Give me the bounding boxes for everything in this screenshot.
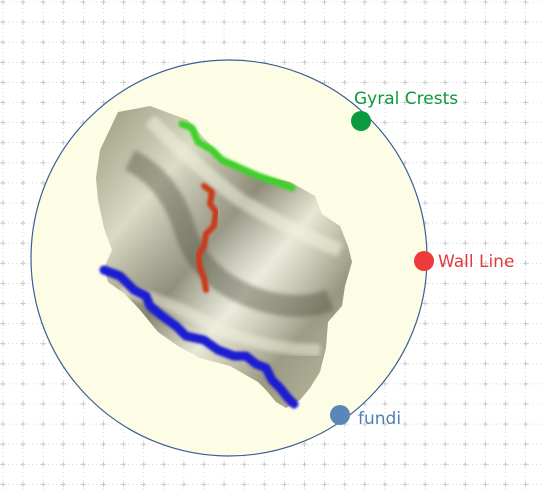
fundi-label: fundi bbox=[358, 409, 401, 429]
gyral-crests-marker bbox=[351, 111, 371, 131]
cortical-surface-patch bbox=[96, 106, 352, 409]
surface-fold-shadow bbox=[124, 150, 335, 317]
wall-line bbox=[195, 183, 219, 293]
legend-wall-line: Wall Line bbox=[414, 251, 514, 272]
wall-line-label: Wall Line bbox=[438, 252, 514, 272]
wall-line-marker bbox=[414, 251, 434, 271]
fundi-line bbox=[99, 265, 299, 409]
gyral-crests-label: Gyral Crests bbox=[354, 89, 458, 109]
legend-gyral-crests: Gyral Crests bbox=[351, 89, 458, 131]
fundi-marker bbox=[330, 405, 350, 425]
legend-fundi: fundi bbox=[330, 405, 401, 429]
gyral-crest-line bbox=[178, 120, 296, 192]
surface-fold-light bbox=[145, 115, 343, 257]
